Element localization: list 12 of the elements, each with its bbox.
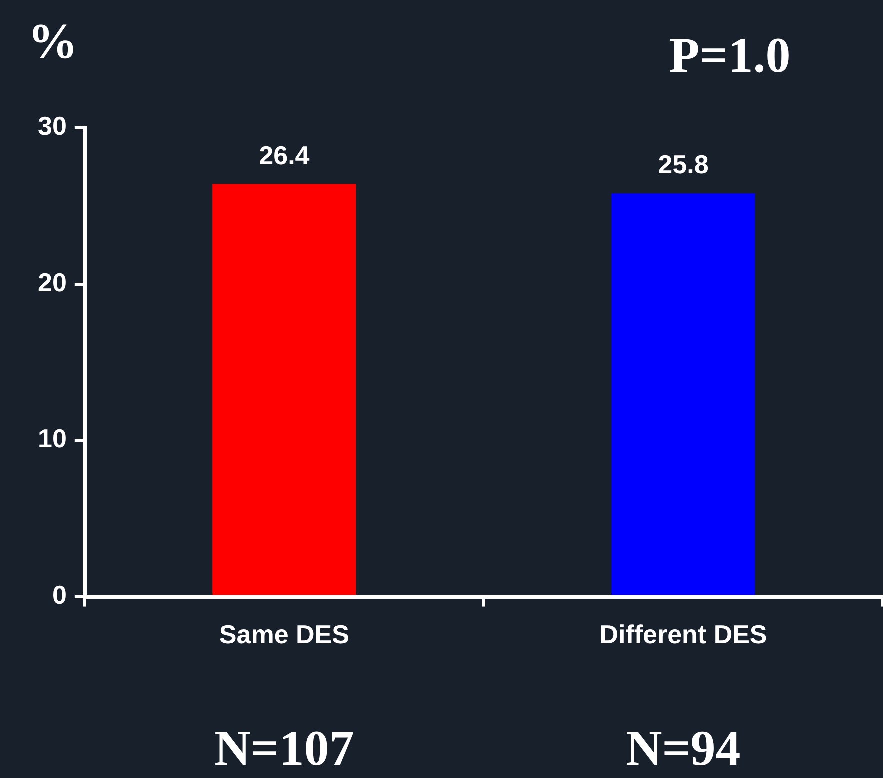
x-tick-label: Same DES	[219, 620, 350, 650]
y-tick-label: 20	[38, 267, 67, 298]
data-label: 25.8	[658, 150, 709, 180]
chart-title: P=1.0	[669, 27, 791, 83]
y-tick-label: 0	[52, 580, 67, 610]
y-tick-label: 10	[38, 424, 67, 454]
y-axis-title: %	[28, 13, 78, 69]
x-tick-label: Different DES	[600, 620, 768, 650]
y-tick-label: 30	[38, 111, 67, 142]
text: N=107	[214, 720, 354, 776]
data-label: 26.4	[259, 140, 310, 170]
text: N=94	[626, 720, 741, 776]
